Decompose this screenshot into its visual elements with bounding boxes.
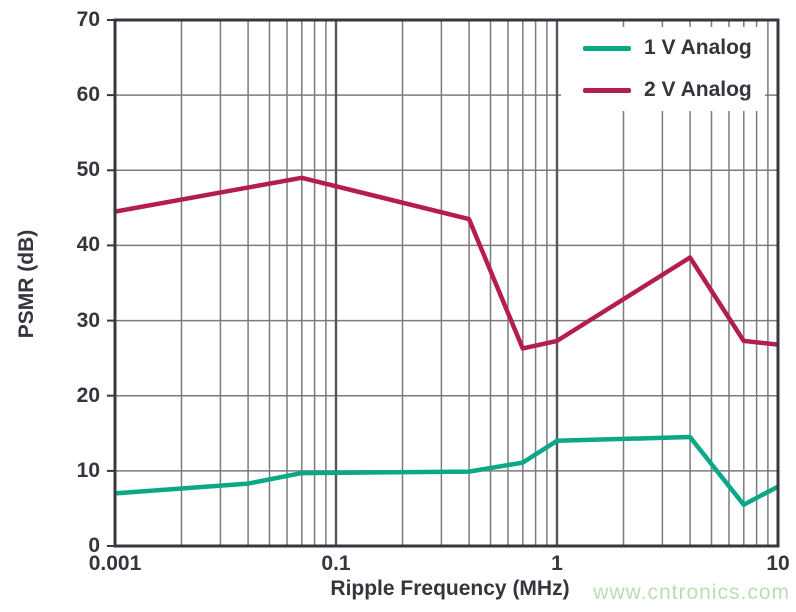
legend: 1 V Analog 2 V Analog [561,27,765,111]
plot-border [113,18,780,548]
series-line-2v-analog [114,175,779,351]
y-tick-label: 20 [76,383,100,407]
legend-item-2v-analog: 2 V Analog [561,78,765,102]
x-axis-title: Ripple Frequency (MHz) [330,577,570,600]
legend-label-2v: 2 V Analog [644,78,752,101]
y-tick-label: 40 [76,233,100,257]
watermark-text: www.cntronics.com [593,581,790,604]
x-tick-label: 0.001 [88,552,142,575]
legend-label-1v: 1 V Analog [644,36,752,59]
y-tick-label: 30 [76,308,100,332]
legend-swatch-2v [583,87,631,93]
y-axis-title: PSMR (dB) [15,229,38,339]
y-tick-label: 50 [76,158,100,182]
x-tick-label: 0.1 [321,552,351,575]
series-line-1v-analog [114,434,780,507]
y-tick-label: 70 [76,8,100,31]
y-tick-label: 60 [76,83,100,107]
y-tick-label: 10 [76,458,100,482]
x-tick-label: 1 [551,552,563,575]
legend-swatch-1v [583,45,631,51]
y-tick-label: 0 [88,534,100,557]
x-tick-label: 10 [766,552,790,575]
legend-item-1v-analog: 1 V Analog [561,36,765,60]
